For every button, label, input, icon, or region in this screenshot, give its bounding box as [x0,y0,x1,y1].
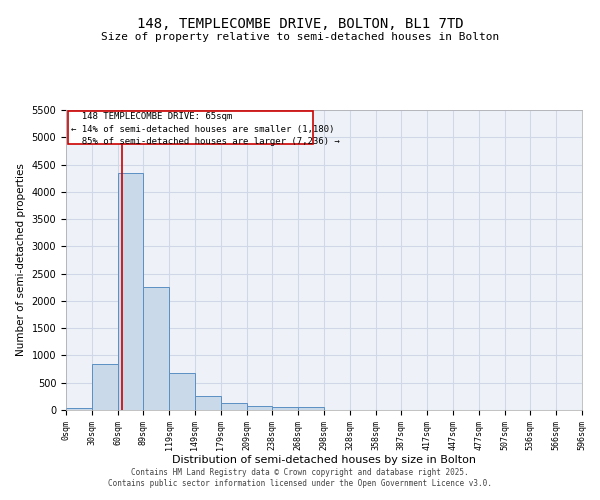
Bar [272,406,298,410]
Bar [247,406,272,410]
FancyBboxPatch shape [68,110,313,144]
Text: 148 TEMPLECOMBE DRIVE: 65sqm
← 14% of semi-detached houses are smaller (1,180)
 : 148 TEMPLECOMBE DRIVE: 65sqm ← 14% of se… [71,112,340,146]
Bar [221,404,247,410]
Bar [92,364,118,410]
Bar [66,408,92,410]
Bar [195,396,221,410]
Text: Size of property relative to semi-detached houses in Bolton: Size of property relative to semi-detach… [101,32,499,42]
Bar [118,172,143,410]
Y-axis label: Number of semi-detached properties: Number of semi-detached properties [16,164,26,356]
Bar [143,288,169,410]
X-axis label: Distribution of semi-detached houses by size in Bolton: Distribution of semi-detached houses by … [172,456,476,466]
Text: Contains HM Land Registry data © Crown copyright and database right 2025.
Contai: Contains HM Land Registry data © Crown c… [108,468,492,487]
Text: 148, TEMPLECOMBE DRIVE, BOLTON, BL1 7TD: 148, TEMPLECOMBE DRIVE, BOLTON, BL1 7TD [137,18,463,32]
Bar [298,406,324,410]
Bar [169,373,195,410]
